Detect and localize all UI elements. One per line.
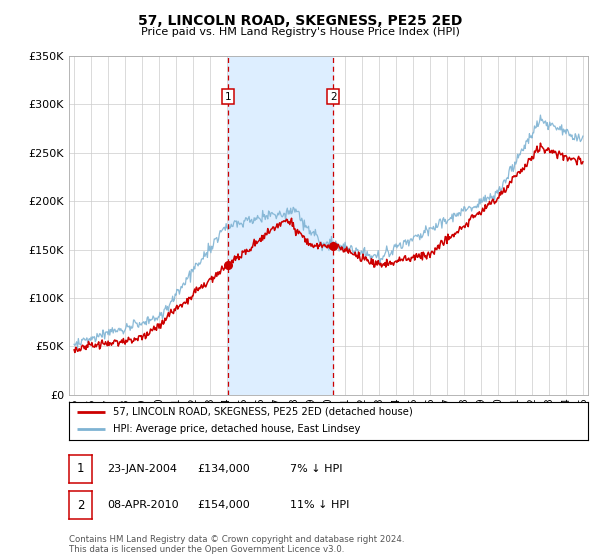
- Text: 1: 1: [77, 462, 84, 475]
- Text: 57, LINCOLN ROAD, SKEGNESS, PE25 2ED: 57, LINCOLN ROAD, SKEGNESS, PE25 2ED: [138, 14, 462, 28]
- Text: 2: 2: [77, 498, 84, 512]
- Text: 57, LINCOLN ROAD, SKEGNESS, PE25 2ED (detached house): 57, LINCOLN ROAD, SKEGNESS, PE25 2ED (de…: [113, 407, 413, 417]
- Text: 23-JAN-2004: 23-JAN-2004: [107, 464, 177, 474]
- Text: Price paid vs. HM Land Registry's House Price Index (HPI): Price paid vs. HM Land Registry's House …: [140, 27, 460, 37]
- Text: 11% ↓ HPI: 11% ↓ HPI: [290, 500, 349, 510]
- Text: 08-APR-2010: 08-APR-2010: [107, 500, 178, 510]
- Bar: [228, 56, 333, 395]
- Text: 1: 1: [224, 92, 231, 102]
- Text: Contains HM Land Registry data © Crown copyright and database right 2024.: Contains HM Land Registry data © Crown c…: [69, 535, 404, 544]
- Text: 7% ↓ HPI: 7% ↓ HPI: [290, 464, 342, 474]
- Text: £134,000: £134,000: [197, 464, 250, 474]
- Text: This data is licensed under the Open Government Licence v3.0.: This data is licensed under the Open Gov…: [69, 545, 344, 554]
- Text: 2: 2: [330, 92, 337, 102]
- Text: £154,000: £154,000: [197, 500, 250, 510]
- Text: HPI: Average price, detached house, East Lindsey: HPI: Average price, detached house, East…: [113, 424, 361, 435]
